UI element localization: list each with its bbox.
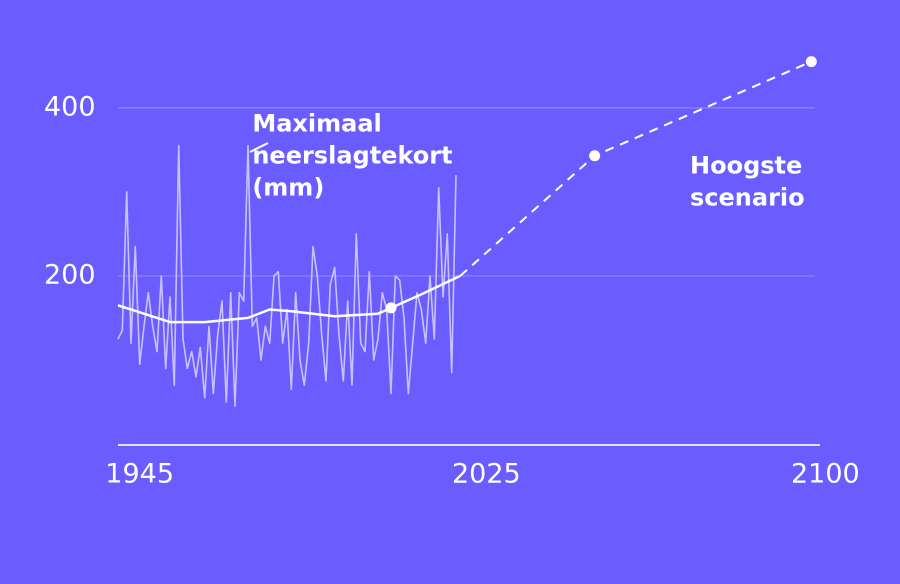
- raw-line: [117, 144, 457, 407]
- leader-line: [249, 142, 269, 153]
- smooth-line: [117, 274, 461, 324]
- annotation: Hoogste scenario: [690, 152, 805, 212]
- y-tick-label: 400: [44, 91, 96, 122]
- y-tick-label: 200: [44, 259, 96, 290]
- x-tick-label: 2100: [791, 459, 860, 490]
- annotation-line: scenario: [690, 184, 805, 212]
- highlight-point: [805, 56, 817, 68]
- annotation-line: neerslagtekort: [252, 142, 452, 170]
- x-tick-label: 2025: [452, 459, 521, 490]
- highlight-point: [385, 302, 397, 314]
- annotation-line: Maximaal: [252, 110, 381, 138]
- highlight-point: [589, 150, 601, 162]
- annotation: Maximaal neerslagtekort (mm): [252, 110, 452, 202]
- annotation-line: Hoogste: [690, 152, 802, 180]
- annotation-line: (mm): [252, 174, 324, 202]
- x-tick-label: 1945: [105, 459, 174, 490]
